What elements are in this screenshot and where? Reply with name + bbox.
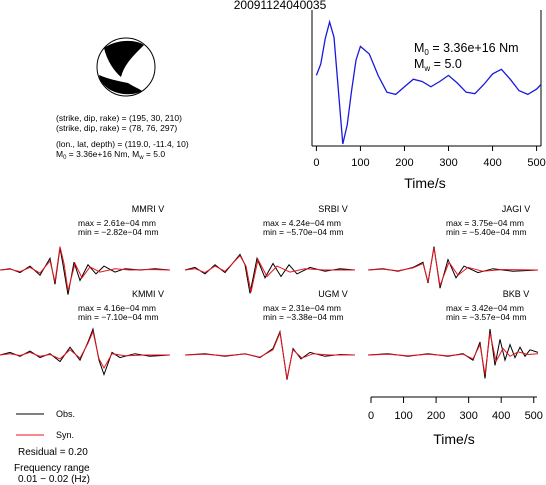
frequency-range-label: Frequency range [14, 463, 90, 474]
wave-x-tick-label: 300 [459, 410, 477, 422]
wave-x-axis-label: Time/s [433, 431, 474, 447]
wave-x-ticks: 0 100 200 300 400 500 [368, 397, 543, 422]
wave-x-tick-label: 400 [492, 410, 510, 422]
station-max-amplitude: max = 4.24e−04 mm [263, 218, 341, 228]
stf-series-line [315, 19, 542, 145]
synthetic-waveform [184, 331, 355, 379]
synthetic-waveform [0, 329, 170, 370]
station-label: KMMI V [132, 289, 164, 299]
station-label: MMRI V [132, 204, 165, 214]
wave-x-tick-label: 100 [394, 410, 412, 422]
stf-x-tick-label: 200 [395, 157, 413, 169]
stf-x-tick-label: 300 [439, 157, 457, 169]
station-label: SRBI V [318, 204, 348, 214]
stf-x-tick-label: 500 [527, 157, 545, 169]
station-min-amplitude: min = −3.38e−04 mm [263, 312, 344, 322]
observed-waveform [0, 247, 171, 295]
observed-waveform [184, 329, 356, 380]
nodal-plane-1: (strike, dip, rake) = (195, 30, 210) [56, 113, 182, 123]
stf-m0-label: M0 = 3.36e+16 Nm [414, 41, 519, 57]
nodal-plane-2: (strike, dip, rake) = (78, 76, 297) [56, 123, 177, 133]
stf-mw-label: Mw = 5.0 [414, 57, 462, 73]
station-max-amplitude: max = 3.42e−04 mm [446, 303, 524, 313]
wave-x-tick-label: 200 [427, 410, 445, 422]
observed-waveform [0, 327, 171, 376]
synthetic-waveform [367, 332, 539, 375]
legend-obs-label: Obs. [56, 409, 75, 419]
station-min-amplitude: min = −7.10e−04 mm [78, 312, 159, 322]
stf-x-tick-label: 400 [483, 157, 501, 169]
station-label: JAGI V [502, 204, 531, 214]
observed-waveform [184, 253, 356, 294]
station-max-amplitude: max = 4.16e−04 mm [78, 303, 156, 313]
wave-x-tick-label: 500 [525, 410, 543, 422]
residual-label: Residual = 0.20 [18, 447, 88, 458]
synthetic-waveform [0, 246, 171, 291]
stf-x-tick-label: 100 [351, 157, 369, 169]
wave-x-tick-label: 0 [368, 410, 374, 422]
event-id-title: 20091124040035 [234, 0, 327, 12]
stf-x-tick-label: 0 [313, 157, 319, 169]
station-min-amplitude: min = −5.70e−04 mm [263, 227, 344, 237]
observed-waveform [367, 328, 539, 379]
legend: Obs. Syn. [16, 409, 75, 440]
station-max-amplitude: max = 3.75e−04 mm [446, 218, 524, 228]
focal-mechanism-beachball [96, 37, 156, 97]
stf-x-ticks: 0 100 200 300 400 500 [313, 146, 546, 169]
hypocenter-location: (lon., lat, depth) = (119.0, -11.4, 10) [56, 139, 189, 149]
stf-x-axis-label: Time/s [404, 175, 445, 191]
station-max-amplitude: max = 2.31e−04 mm [263, 303, 341, 313]
moment-magnitude-line: M0 = 3.36e+16 Nm, Mw = 5.0 [56, 149, 165, 161]
station-min-amplitude: min = −2.82e−04 mm [78, 227, 159, 237]
synthetic-waveform [367, 247, 539, 288]
frequency-range-value: 0.01 − 0.02 (Hz) [18, 474, 90, 485]
synthetic-waveform [184, 254, 355, 293]
station-min-amplitude: min = −5.40e−04 mm [446, 227, 527, 237]
station-label: BKB V [503, 289, 530, 299]
station-max-amplitude: max = 2.61e−04 mm [78, 218, 156, 228]
stf-plot: 0 100 200 300 400 500 Time/s M0 = 3.36e+16 Nm… [311, 10, 546, 191]
station-label: UGM V [318, 289, 348, 299]
station-min-amplitude: min = −3.57e−04 mm [446, 312, 527, 322]
legend-syn-label: Syn. [56, 430, 74, 440]
waveform-time-axis: 0 100 200 300 400 500 Time/s [368, 396, 543, 447]
